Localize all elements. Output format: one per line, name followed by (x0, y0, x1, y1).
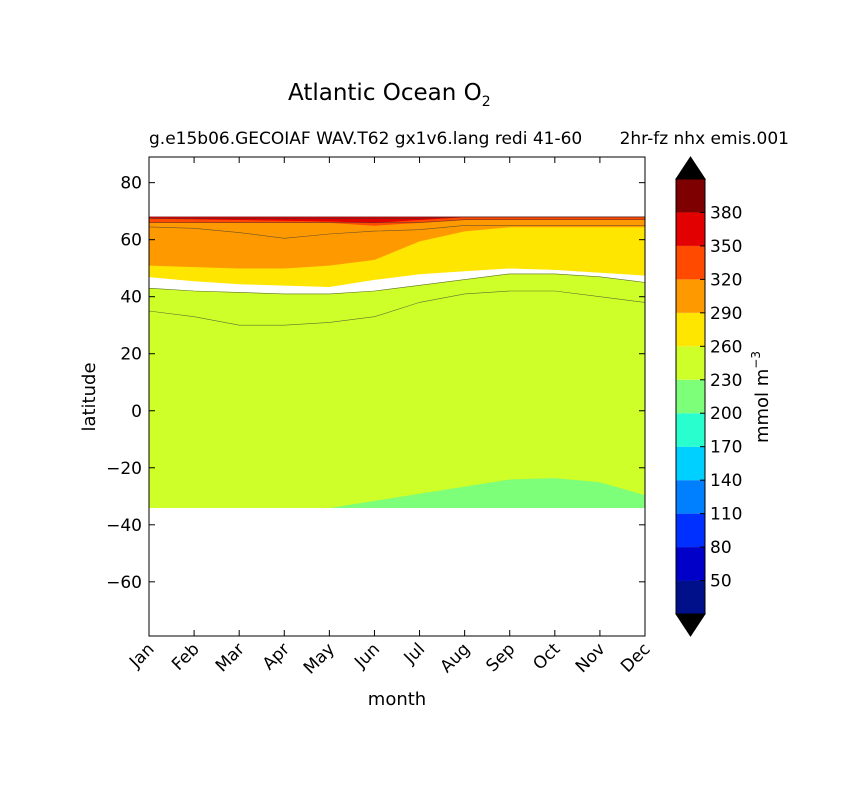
colorbar-segment (676, 480, 705, 514)
y-tick-label: −40 (106, 516, 142, 536)
colorbar-tick-label: 110 (710, 505, 742, 525)
colorbar-segment (676, 279, 705, 313)
x-tick-label: Jul (400, 639, 429, 668)
colorbar-tick-label: 380 (710, 203, 742, 223)
x-tick-label: Sep (482, 639, 519, 676)
subtitle-right: 2hr-fz nhx emis.001 (620, 129, 789, 149)
y-tick-label: 20 (120, 345, 142, 365)
colorbar-extend-top (675, 156, 706, 180)
colorbar-tick-label: 170 (710, 438, 742, 458)
colorbar-segment (676, 346, 705, 380)
colorbar-segment (676, 212, 705, 246)
contour-line-290-320 (149, 219, 645, 223)
contour-line-200-230 (148, 290, 646, 326)
colorbar-tick-label: 230 (710, 371, 742, 391)
x-tick-label: Mar (212, 639, 249, 676)
colorbar-segment (676, 379, 705, 414)
plot-frame (148, 156, 646, 637)
colorbar-tick-label: 320 (710, 270, 742, 290)
plot-area: 80 60 40 20 0 −20 −40 −60 Jan Feb Mar Apr May Jun Jul… (106, 156, 655, 678)
y-tick-label: 60 (120, 231, 142, 251)
colorbar-frame (675, 178, 706, 615)
colorbar-tick-label: 80 (710, 538, 732, 558)
colorbar-segment (676, 413, 705, 447)
colorbar-tick-label: 350 (710, 237, 742, 257)
colorbar-tick-label: 140 (710, 471, 742, 491)
y-tick-label: −20 (106, 459, 142, 479)
x-tick-label: May (300, 639, 339, 678)
colorbar-segment (676, 245, 705, 280)
y-tick-label: −60 (106, 573, 142, 593)
x-tick-label: Oct (529, 639, 564, 674)
colorbar-tick-label: 50 (710, 572, 732, 592)
contour-line-group (148, 216, 646, 326)
contour-line-230-260 (148, 273, 646, 295)
x-tick-label: Feb (168, 639, 203, 674)
x-axis-label: month (368, 689, 426, 710)
colorbar-extend-bottom (675, 613, 706, 637)
x-tick-label: Apr (259, 639, 294, 674)
colorbar: 50 80 110 140 170 200 230 260 290 320 350 380 (675, 156, 742, 637)
colorbar-label: mmol m−3 (749, 351, 773, 443)
x-tick-label: Jun (350, 639, 384, 673)
x-tick-label: Jan (125, 639, 158, 672)
colorbar-segment (676, 446, 705, 481)
y-tick-label: 40 (120, 288, 142, 308)
y-tick-label: 80 (120, 174, 142, 194)
colorbar-segment (676, 312, 705, 347)
contour-band-230-260 (148, 273, 646, 509)
x-tick-label: Nov (572, 639, 610, 677)
x-tick-label: Dec (617, 639, 654, 676)
colorbar-segment (676, 513, 705, 548)
colorbar-segment (676, 179, 705, 213)
y-axis-label: latitude (79, 362, 100, 431)
chart-title: Atlantic Ocean O2 (288, 80, 491, 110)
colorbar-segment (676, 547, 705, 581)
y-tick-label: 0 (131, 402, 142, 422)
y-axis: 80 60 40 20 0 −20 −40 −60 (106, 174, 645, 593)
contour-fill-group (148, 216, 646, 509)
x-tick-label: Aug (437, 639, 475, 677)
subtitle-left: g.e15b06.GECOIAF WAV.T62 gx1v6.lang redi… (149, 129, 582, 149)
colorbar-tick-label: 290 (710, 304, 742, 324)
colorbar-tick-label: 260 (710, 337, 742, 357)
colorbar-tick-label: 200 (710, 404, 742, 424)
colorbar-segment (676, 580, 705, 614)
contour-line-260-290 (148, 225, 645, 239)
